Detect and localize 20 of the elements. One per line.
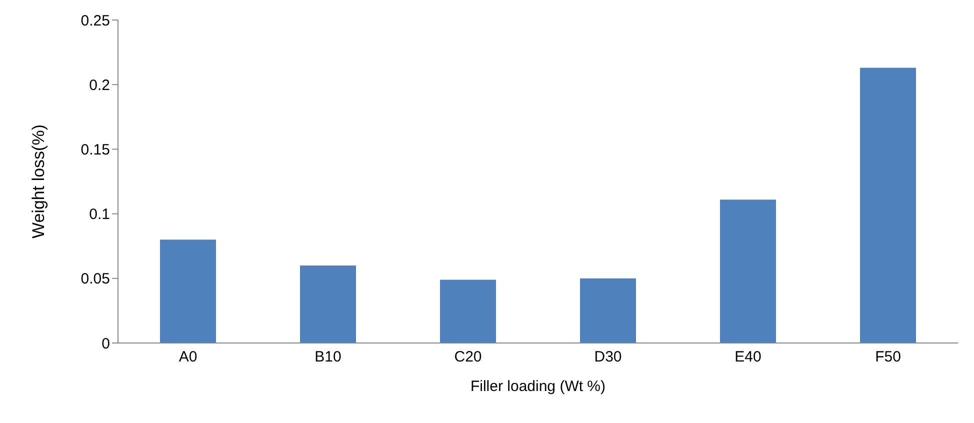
x-tick-label: C20 — [454, 348, 482, 366]
y-tick-label: 0.25 — [80, 12, 110, 30]
bar — [720, 200, 776, 343]
bar — [860, 68, 916, 343]
x-tick-label: F50 — [875, 348, 901, 366]
bar — [160, 240, 216, 343]
x-tick-label: D30 — [594, 348, 622, 366]
bar — [580, 278, 636, 343]
x-tick-label: B10 — [314, 348, 342, 366]
y-tick-label: 0 — [102, 335, 110, 352]
bar — [440, 280, 496, 343]
y-tick-label: 0.2 — [89, 76, 110, 94]
y-axis-title: Weight loss(%) — [29, 124, 48, 238]
bar — [300, 265, 356, 343]
x-tick-label: E40 — [734, 348, 762, 366]
y-tick-label: 0.05 — [80, 270, 110, 288]
y-tick-label: 0.1 — [89, 206, 110, 224]
y-tick-label: 0.15 — [80, 142, 110, 159]
x-tick-label: A0 — [178, 348, 198, 366]
x-axis-title: Filler loading (Wt %) — [470, 378, 606, 395]
